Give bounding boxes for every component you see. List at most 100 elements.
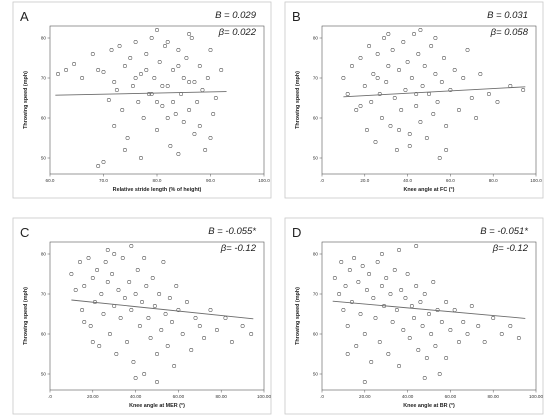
panel-b: B B = 0.031 β= 0.058 .0 20.0 40.0 60.0 80.0 100.… [284,1,544,199]
scatter-point [64,68,69,72]
scatter-point [422,292,427,296]
scatter-point [195,100,200,104]
panel-letter: D [292,225,301,240]
x-tick-label: 100.00 [529,394,543,399]
scatter-point [388,124,393,128]
scatter-point [390,48,395,52]
scatter-point [168,144,173,148]
scatter-point [474,116,479,120]
x-tick-label: 100.0 [258,178,270,183]
y-tick-label: 60 [41,332,47,337]
scatter-point [189,348,194,352]
stat-beta: β= -0.12 [492,243,529,254]
scatter-point [349,300,354,304]
scatter-point [116,288,121,292]
x-tick-label: .0 [320,178,324,183]
scatter-point [427,312,431,316]
scatter-point [508,324,513,328]
scatter-point [109,48,114,52]
x-tick-label: 60.0 [446,178,455,183]
scatter-point [433,72,438,76]
scatter-point [386,64,391,68]
scatter-point [205,76,210,80]
scatter-point [144,284,149,288]
scatter-point [452,68,457,72]
scatter-point [114,88,119,92]
scatter-point [144,52,149,56]
scatter-point [99,292,104,296]
scatter-point [80,76,85,80]
scatter-point [122,296,127,300]
scatter-point [165,40,170,44]
scatter-point [354,344,359,348]
scatter-point [397,68,402,72]
scatter-point [379,284,384,288]
scatter-point [112,252,117,256]
scatter-point [352,256,357,260]
scatter-point [397,128,402,132]
y-tick-label: 60 [313,116,319,121]
panel-c: C B = -0.055* β= -0.12 .0 20.00 40.00 60.00 80.… [12,217,271,415]
scatter-point [192,80,197,84]
scatter-point [362,380,367,384]
regression-line [343,86,526,98]
scatter-point [465,48,470,52]
scatter-point [181,120,186,124]
stat-b: B = 0.029 [215,10,257,21]
scatter-point [213,96,218,100]
scatter-point [403,88,408,92]
scatter-point [371,72,376,76]
scatter-point [414,244,419,248]
scatter-point [163,44,167,48]
scatter-point [197,124,202,128]
scatter-point [155,380,159,384]
plot-area [49,241,265,391]
regression-line [332,300,526,319]
panel-letter: C [20,225,29,240]
scatter-point [160,84,165,88]
y-axis-label: Throwing speed (mph) [23,71,29,129]
scatter-point [125,136,130,140]
scatter-point [150,276,155,280]
scatter-point [429,332,434,336]
scatter-point [82,284,87,288]
scatter-point [439,80,444,84]
stat-beta: β= 0.022 [218,27,257,38]
x-tick-label: 80.00 [215,394,227,399]
y-axis-label: Throwing speed (mph) [295,287,301,345]
scatter-point [106,98,111,102]
scatter-point [155,128,159,132]
scatter-point [170,320,174,324]
regression-line [55,91,227,96]
scatter-point [420,324,425,328]
stat-b: B = -0.051* [480,226,528,237]
scatter-point [147,92,151,96]
scatter-point [112,124,117,128]
y-axis-label: Throwing speed (mph) [23,287,29,345]
scatter-point [358,312,363,316]
scatter-point [173,112,178,116]
scatter-points [341,28,526,160]
scatter-point [345,352,350,356]
scatter-point [424,356,429,360]
scatter-point [437,156,442,160]
scatter-point [122,148,127,152]
scatter-point [339,260,344,264]
scatter-point [495,100,500,104]
scatter-point [187,108,192,112]
scatter-point [456,108,461,112]
scatter-point [377,340,382,344]
scatter-point [97,344,102,348]
y-axis-label: Throwing speed (mph) [295,71,301,129]
scatter-point [107,332,112,336]
scatter-point [82,320,87,324]
scatter-point [337,292,342,296]
x-tick-label: 20.00 [87,394,99,399]
scatter-point [149,92,154,96]
scatter-point [354,108,359,112]
scatter-point [516,336,521,340]
y-tick-label: 80 [41,252,47,257]
x-axis-label: Knee angle at MER (°) [129,403,185,409]
scatter-point [386,352,391,356]
scatter-point [133,292,138,296]
